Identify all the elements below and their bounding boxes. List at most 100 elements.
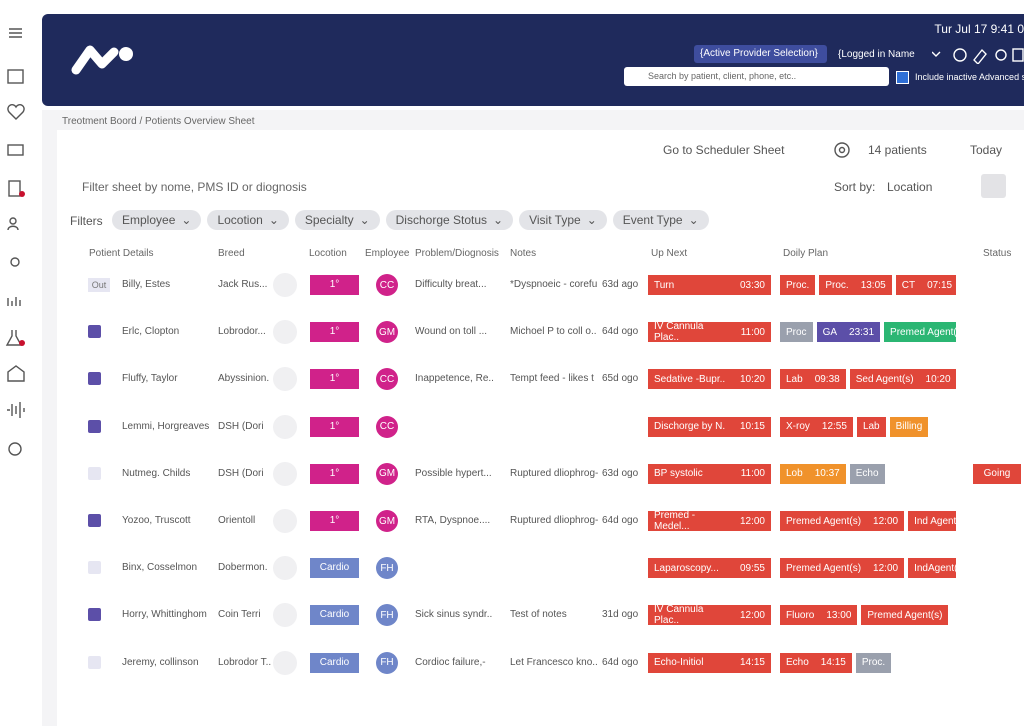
chip-label: Visit Type	[529, 213, 581, 227]
row-checkbox[interactable]	[88, 561, 101, 575]
plan-chip[interactable]: Premed Agent(s) 12:00	[780, 558, 905, 579]
notes-age: 65d ogo	[602, 373, 639, 385]
sort-select[interactable]: Location	[887, 180, 933, 194]
provider-select[interactable]: {Active Provider Selection}	[694, 45, 827, 63]
up-next-label: Turn	[654, 279, 675, 291]
checkbox[interactable]	[896, 71, 909, 84]
scheduler-link[interactable]: Go to Scheduler Sheet	[663, 143, 785, 157]
notes-age: 63d ogo	[602, 467, 639, 479]
up-next[interactable]: Dischorge by N. 10:15	[648, 416, 771, 437]
filter-chip[interactable]: Event Type ⌄	[612, 210, 709, 230]
location: 1°	[310, 511, 359, 531]
plan-label: Premed Agent(s)	[786, 562, 862, 574]
search-box[interactable]: Search by patient, client, phone, etc..	[624, 67, 889, 86]
plan-chip[interactable]: Lab 09:38	[780, 369, 846, 390]
plan-chip[interactable]: Premed Agent(s	[884, 322, 956, 343]
notes: Ruptured dliophrog-..	[510, 515, 598, 526]
avatar	[273, 556, 297, 581]
filters-label: Filters	[70, 214, 103, 228]
plan-label: Premed Agent(s)	[786, 515, 862, 527]
up-next-time: 11:00	[740, 468, 765, 480]
employee: CC	[376, 274, 398, 296]
plan-chip[interactable]: Fluoro 13:00	[780, 605, 858, 626]
filter-chip[interactable]: Visit Type ⌄	[519, 210, 607, 230]
plan-chip[interactable]: Sed Agent(s) 10:20	[849, 369, 956, 390]
chevron: ⌄	[688, 213, 699, 227]
row-checkbox[interactable]	[88, 325, 101, 339]
plan-chip[interactable]: Proc	[780, 322, 813, 343]
chevron: ⌄	[359, 213, 370, 227]
breed: Lobrodor T..	[218, 656, 272, 668]
plan-chip[interactable]: Premed Agent(s) 12:00	[780, 511, 905, 531]
plan-chip[interactable]: Proc.	[780, 275, 816, 295]
plan-label: Ind Agent(	[914, 515, 956, 527]
logged-in-name[interactable]: {Logged in Name	[838, 49, 915, 60]
avatar	[273, 273, 297, 297]
plan-time: 07:15	[927, 279, 953, 291]
row-checkbox[interactable]	[88, 372, 101, 386]
column-header: Notes	[510, 248, 537, 259]
plan-chip[interactable]: Echo	[849, 463, 885, 484]
up-next[interactable]: Laparoscopy... 09:55	[648, 558, 771, 579]
row-checkbox[interactable]	[88, 655, 101, 669]
sidebar	[5, 28, 25, 456]
up-next[interactable]: IV Cannula Plac.. 12:00	[648, 604, 771, 626]
plan-chip[interactable]: X-roy 12:55	[780, 416, 853, 437]
plan-chip[interactable]: GA 23:31	[816, 322, 881, 343]
filter-chip[interactable]: Locotion ⌄	[207, 210, 289, 230]
breed: DSH (Dori	[218, 420, 264, 432]
plan-chip[interactable]: Premed Agent(s)	[861, 605, 949, 626]
patient-name: Nutmeg. Childs	[122, 467, 191, 479]
column-header: Problem/Diognosis	[415, 248, 499, 259]
up-next[interactable]: Echo-Initiol 14:15	[648, 652, 771, 673]
breed: DSH (Dori	[218, 467, 264, 479]
view-toggle[interactable]	[981, 174, 1006, 198]
up-next[interactable]: BP systolic 11:00	[648, 463, 771, 484]
include-inactive: Include inactive Advanced s	[915, 72, 1024, 82]
filter-input[interactable]: Filter sheet by nome, PMS ID or diognosi…	[82, 180, 307, 194]
plan-chip[interactable]: IndAgent(	[908, 558, 956, 579]
filter-chip[interactable]: Employee ⌄	[112, 210, 202, 230]
plan-chip[interactable]: Proc. 13:05	[819, 275, 892, 295]
plan-chip[interactable]: Echo 14:15	[780, 652, 852, 673]
breed: Abyssinion.	[218, 373, 270, 385]
plan-chip[interactable]: Lob 10:37	[780, 463, 846, 484]
up-next[interactable]: Sedative -Bupr.. 10:20	[648, 369, 771, 390]
daily-plan: X-roy 12:55 Lab Billing	[780, 416, 956, 437]
plan-chip[interactable]: CT 07:15	[895, 275, 956, 295]
header-icons	[932, 48, 1024, 64]
row-checkbox[interactable]	[88, 608, 101, 622]
plan-time: 13:00	[826, 609, 852, 621]
up-next[interactable]: Turn 03:30	[648, 275, 771, 295]
daily-plan: Proc. Proc. 13:05 CT 07:15	[780, 275, 956, 295]
location: Cardio	[310, 605, 359, 626]
row-checkbox[interactable]	[88, 514, 101, 527]
plan-chip[interactable]: Ind Agent(	[908, 511, 956, 531]
plan-label: Premed Agent(s)	[867, 609, 943, 621]
plan-chip[interactable]: Billing	[889, 416, 929, 437]
plan-chip[interactable]: Proc.	[855, 652, 892, 673]
chip-label: Employee	[122, 213, 176, 227]
chip-label: Specialty	[304, 213, 354, 227]
daily-plan: Premed Agent(s) 12:00 IndAgent(	[780, 558, 956, 579]
problem: Sick sinus syndr..	[415, 609, 493, 621]
up-next-time: 09:55	[739, 562, 765, 574]
plan-label: Proc	[786, 326, 807, 338]
filter-chip[interactable]: Dischorge Stotus ⌄	[385, 210, 514, 230]
up-next[interactable]: Premed - Medel... 12:00	[648, 510, 771, 532]
row-checkbox[interactable]	[88, 419, 101, 433]
plan-label: IndAgent(	[914, 562, 956, 574]
up-next[interactable]: IV Cannula Plac.. 11:00	[648, 321, 771, 344]
employee: FH	[376, 651, 398, 674]
logo	[71, 45, 133, 75]
plan-time: 12:00	[873, 562, 899, 574]
plan-chip[interactable]: Lab	[856, 416, 886, 437]
up-next-label: IV Cannula Plac..	[654, 321, 704, 344]
today-button[interactable]: Today	[970, 143, 1003, 157]
problem: Inappetence, Re..	[415, 373, 494, 385]
avatar	[273, 367, 297, 392]
settings-icon[interactable]	[832, 140, 852, 160]
filter-chip[interactable]: Specialty ⌄	[294, 210, 380, 230]
row-checkbox[interactable]	[88, 466, 101, 480]
